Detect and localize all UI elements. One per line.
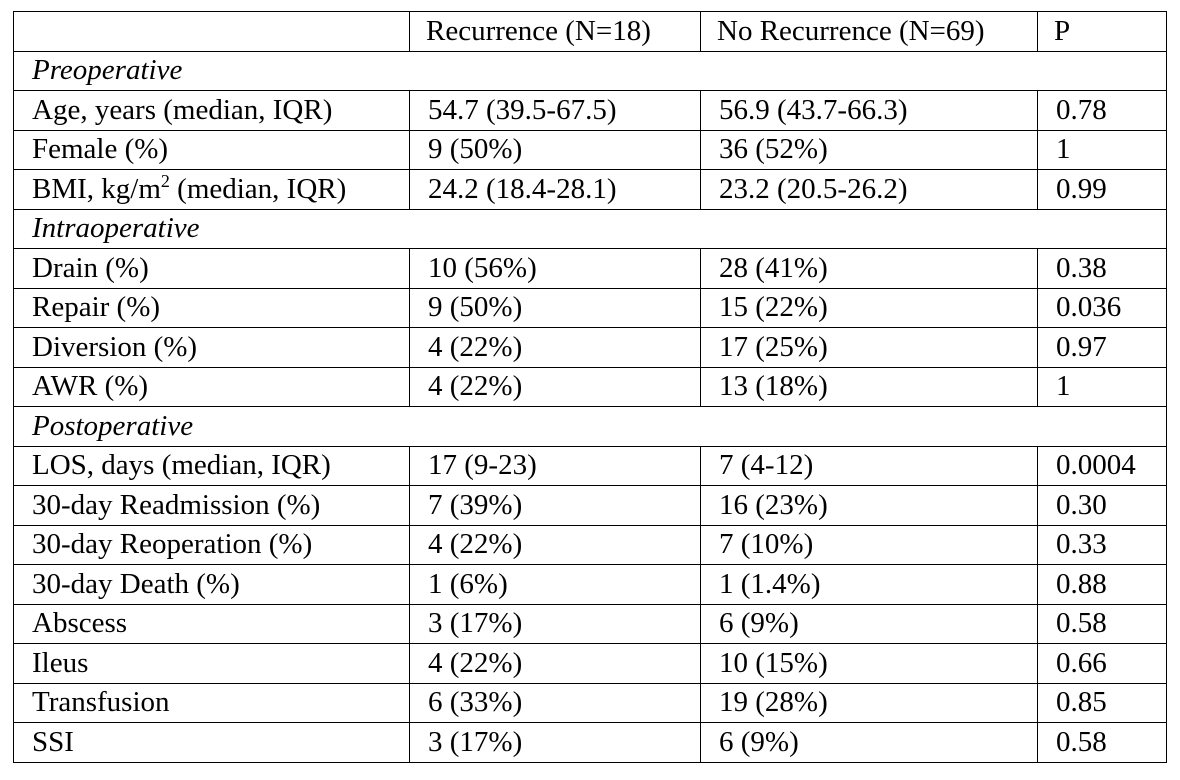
recurrence-value: 24.2 (18.4-28.1): [409, 169, 701, 210]
no-recurrence-value: 23.2 (20.5-26.2): [700, 169, 1038, 210]
row-label: 30-day Death (%): [13, 564, 410, 605]
p-value: 0.66: [1037, 643, 1167, 684]
table-row: LOS, days (median, IQR) 17 (9-23) 7 (4-1…: [13, 445, 1167, 486]
row-label-suffix: (median, IQR): [169, 172, 347, 205]
no-recurrence-value: 6 (9%): [700, 603, 1038, 644]
recurrence-value: 4 (22%): [409, 366, 701, 407]
section-row: Postoperative: [13, 406, 1167, 447]
p-value: 0.99: [1037, 169, 1167, 210]
table-row: Ileus 4 (22%) 10 (15%) 0.66: [13, 643, 1167, 684]
no-recurrence-value: 6 (9%): [700, 722, 1038, 763]
row-label: Transfusion: [13, 682, 410, 723]
p-value: 0.58: [1037, 722, 1167, 763]
row-label: Ileus: [13, 643, 410, 684]
p-value: 0.88: [1037, 564, 1167, 605]
no-recurrence-value: 15 (22%): [700, 287, 1038, 328]
results-table: Recurrence (N=18) No Recurrence (N=69) P…: [13, 11, 1167, 763]
recurrence-value: 10 (56%): [409, 248, 701, 289]
recurrence-value: 54.7 (39.5-67.5): [409, 90, 701, 131]
no-recurrence-value: 56.9 (43.7-66.3): [700, 90, 1038, 131]
table-row: BMI, kg/m2 (median, IQR) 24.2 (18.4-28.1…: [13, 169, 1167, 210]
table-row: Female (%) 9 (50%) 36 (52%) 1: [13, 129, 1167, 170]
row-label: BMI, kg/m2 (median, IQR): [13, 169, 410, 210]
p-value: 0.036: [1037, 287, 1167, 328]
table-row: Repair (%) 9 (50%) 15 (22%) 0.036: [13, 287, 1167, 328]
no-recurrence-value: 17 (25%): [700, 327, 1038, 368]
table-row: 30-day Death (%) 1 (6%) 1 (1.4%) 0.88: [13, 564, 1167, 605]
row-label: Female (%): [13, 129, 410, 170]
no-recurrence-value: 7 (10%): [700, 524, 1038, 565]
table-row: Diversion (%) 4 (22%) 17 (25%) 0.97: [13, 327, 1167, 368]
p-value: 0.30: [1037, 485, 1167, 526]
table-row: SSI 3 (17%) 6 (9%) 0.58: [13, 722, 1167, 763]
table-row: Transfusion 6 (33%) 19 (28%) 0.85: [13, 682, 1167, 723]
row-label: Drain (%): [13, 248, 410, 289]
row-label: Diversion (%): [13, 327, 410, 368]
row-label: SSI: [13, 722, 410, 763]
p-value: 0.33: [1037, 524, 1167, 565]
recurrence-value: 4 (22%): [409, 643, 701, 684]
recurrence-value: 17 (9-23): [409, 445, 701, 486]
section-title-intraoperative: Intraoperative: [13, 208, 1167, 249]
row-label: 30-day Reoperation (%): [13, 524, 410, 565]
row-label: Repair (%): [13, 287, 410, 328]
recurrence-value: 3 (17%): [409, 722, 701, 763]
no-recurrence-value: 36 (52%): [700, 129, 1038, 170]
no-recurrence-value: 10 (15%): [700, 643, 1038, 684]
header-empty-cell: [13, 11, 410, 52]
p-value: 1: [1037, 129, 1167, 170]
table-row: 30-day Readmission (%) 7 (39%) 16 (23%) …: [13, 485, 1167, 526]
row-label: 30-day Readmission (%): [13, 485, 410, 526]
recurrence-value: 9 (50%): [409, 287, 701, 328]
header-p-value: P: [1037, 11, 1167, 52]
section-title-postoperative: Postoperative: [13, 406, 1167, 447]
table-row: 30-day Reoperation (%) 4 (22%) 7 (10%) 0…: [13, 524, 1167, 565]
no-recurrence-value: 16 (23%): [700, 485, 1038, 526]
recurrence-value: 6 (33%): [409, 682, 701, 723]
section-row: Preoperative: [13, 50, 1167, 91]
superscript: 2: [160, 170, 170, 191]
no-recurrence-value: 1 (1.4%): [700, 564, 1038, 605]
table-row: Drain (%) 10 (56%) 28 (41%) 0.38: [13, 248, 1167, 289]
section-title-preoperative: Preoperative: [13, 50, 1167, 91]
p-value: 0.85: [1037, 682, 1167, 723]
recurrence-value: 9 (50%): [409, 129, 701, 170]
p-value: 0.0004: [1037, 445, 1167, 486]
header-recurrence: Recurrence (N=18): [409, 11, 701, 52]
recurrence-value: 3 (17%): [409, 603, 701, 644]
p-value: 1: [1037, 366, 1167, 407]
no-recurrence-value: 7 (4-12): [700, 445, 1038, 486]
section-row: Intraoperative: [13, 208, 1167, 249]
p-value: 0.58: [1037, 603, 1167, 644]
table-row: AWR (%) 4 (22%) 13 (18%) 1: [13, 366, 1167, 407]
recurrence-value: 4 (22%): [409, 327, 701, 368]
row-label: Abscess: [13, 603, 410, 644]
recurrence-value: 7 (39%): [409, 485, 701, 526]
row-label: LOS, days (median, IQR): [13, 445, 410, 486]
p-value: 0.78: [1037, 90, 1167, 131]
table-row: Age, years (median, IQR) 54.7 (39.5-67.5…: [13, 90, 1167, 131]
header-no-recurrence: No Recurrence (N=69): [700, 11, 1038, 52]
no-recurrence-value: 19 (28%): [700, 682, 1038, 723]
row-label: AWR (%): [13, 366, 410, 407]
recurrence-value: 1 (6%): [409, 564, 701, 605]
row-label-text: BMI, kg/m: [32, 172, 161, 205]
header-row: Recurrence (N=18) No Recurrence (N=69) P: [13, 11, 1167, 52]
p-value: 0.38: [1037, 248, 1167, 289]
no-recurrence-value: 13 (18%): [700, 366, 1038, 407]
no-recurrence-value: 28 (41%): [700, 248, 1038, 289]
table-row: Abscess 3 (17%) 6 (9%) 0.58: [13, 603, 1167, 644]
row-label: Age, years (median, IQR): [13, 90, 410, 131]
p-value: 0.97: [1037, 327, 1167, 368]
recurrence-value: 4 (22%): [409, 524, 701, 565]
